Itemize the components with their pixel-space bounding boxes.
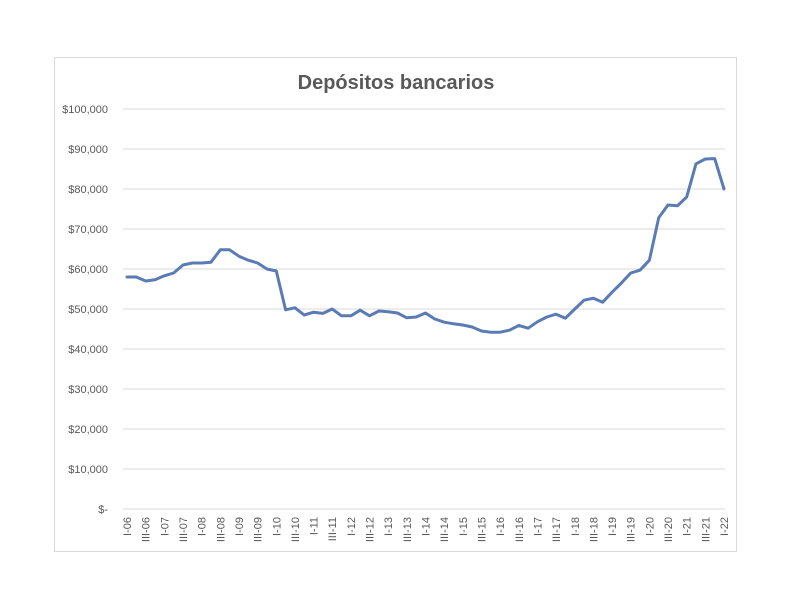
y-axis-ticks: $- $10,000 $20,000 $30,000 $40,000 $50,000 $60… [62, 104, 108, 516]
y-tick-label: $90,000 [68, 144, 108, 156]
x-tick-label: III-09 [253, 517, 265, 542]
x-tick-label: III-19 [626, 517, 638, 542]
x-tick-label: III-10 [290, 517, 302, 542]
y-tick-label: $10,000 [68, 464, 108, 476]
series-line [125, 157, 726, 334]
x-tick-label: I-12 [346, 517, 358, 536]
x-tick-label: I-15 [458, 517, 470, 536]
x-tick-label: I-11 [309, 517, 321, 535]
x-tick-label: I-07 [159, 517, 171, 536]
x-tick-label: III-08 [215, 517, 227, 542]
x-tick-label: I-22 [719, 517, 731, 536]
x-tick-label: I-10 [271, 517, 283, 536]
x-tick-label: I-21 [682, 517, 694, 536]
x-tick-label: III-15 [476, 517, 488, 542]
x-tick-label: III-17 [551, 517, 563, 542]
y-tick-label: $60,000 [68, 264, 108, 276]
x-tick-label: III-16 [514, 517, 526, 542]
x-tick-label: III-13 [402, 517, 414, 542]
x-tick-label: III-18 [588, 517, 600, 542]
y-tick-label: $- [98, 504, 108, 516]
x-tick-label: I-14 [421, 517, 433, 536]
chart-frame: Depósitos bancarios $- $10,000 $20,000 $30,… [54, 57, 737, 552]
x-tick-label: I-06 [122, 517, 134, 536]
x-tick-label: I-13 [383, 517, 395, 536]
x-tick-label: I-18 [570, 517, 582, 536]
y-tick-label: $30,000 [68, 384, 108, 396]
x-tick-label: III-21 [700, 517, 712, 542]
gridlines [123, 108, 725, 510]
x-tick-label: III-14 [439, 517, 451, 542]
x-tick-label: III-11 [327, 517, 339, 541]
y-tick-label: $20,000 [68, 424, 108, 436]
x-tick-label: III-12 [365, 517, 377, 542]
y-tick-label: $40,000 [68, 344, 108, 356]
y-tick-label: $50,000 [68, 304, 108, 316]
x-axis-ticks: I-06 III-06 I-07 III-07 I-08 III-08 I-09 III-09… [122, 517, 731, 542]
x-tick-label: I-19 [607, 517, 619, 536]
line-chart: Depósitos bancarios $- $10,000 $20,000 $30,… [62, 72, 731, 542]
x-tick-label: III-07 [178, 517, 190, 542]
y-tick-label: $100,000 [62, 104, 108, 116]
x-tick-label: I-08 [197, 517, 209, 536]
series-layer [125, 157, 726, 334]
x-tick-label: I-16 [495, 517, 507, 536]
y-tick-label: $80,000 [68, 184, 108, 196]
y-tick-label: $70,000 [68, 224, 108, 236]
x-tick-label: I-20 [644, 517, 656, 536]
x-tick-label: I-09 [234, 517, 246, 536]
chart-title: Depósitos bancarios [298, 72, 495, 94]
x-tick-label: III-06 [141, 517, 153, 542]
x-tick-label: III-20 [663, 517, 675, 542]
x-tick-label: I-17 [532, 517, 544, 536]
